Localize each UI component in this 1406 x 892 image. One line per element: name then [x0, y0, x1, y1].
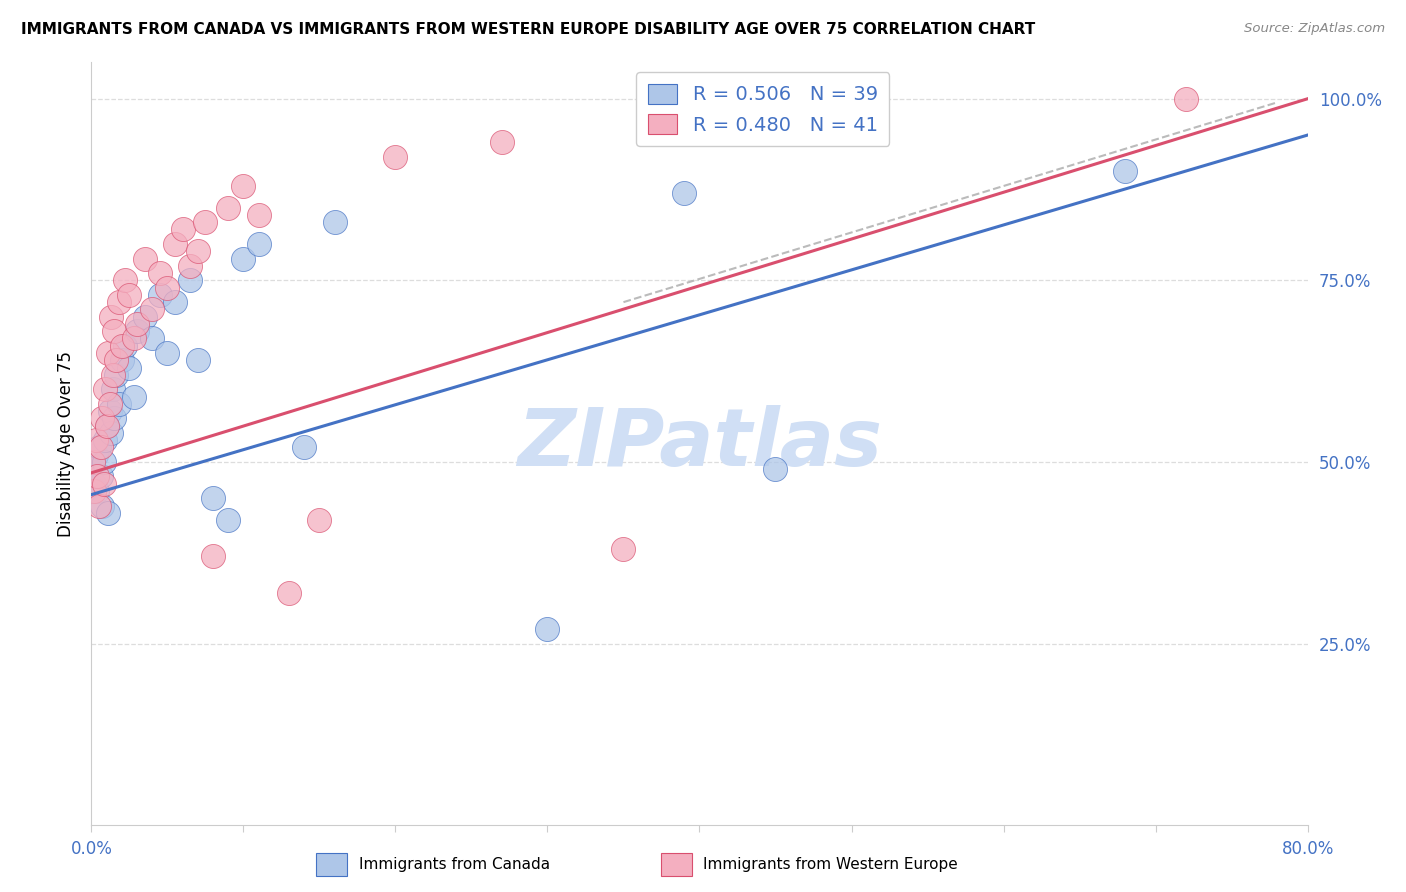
Point — [612, 542, 634, 557]
Point — [141, 302, 163, 317]
Point — [111, 339, 134, 353]
Point — [149, 288, 172, 302]
Point — [232, 252, 254, 266]
Point — [134, 252, 156, 266]
Point — [107, 397, 129, 411]
Point — [104, 368, 127, 382]
Text: IMMIGRANTS FROM CANADA VS IMMIGRANTS FROM WESTERN EUROPE DISABILITY AGE OVER 75 : IMMIGRANTS FROM CANADA VS IMMIGRANTS FRO… — [21, 22, 1035, 37]
Point — [202, 549, 225, 564]
Point — [149, 266, 172, 280]
Point — [94, 382, 117, 396]
Point — [247, 208, 270, 222]
Point — [194, 215, 217, 229]
Point — [111, 353, 134, 368]
Point — [94, 433, 117, 447]
Point — [91, 411, 114, 425]
Point — [141, 331, 163, 345]
Point — [118, 288, 141, 302]
Point — [125, 317, 148, 331]
Text: ZIPatlas: ZIPatlas — [517, 405, 882, 483]
Point — [156, 280, 179, 294]
Point — [104, 353, 127, 368]
Point — [82, 462, 104, 476]
Legend: R = 0.506   N = 39, R = 0.480   N = 41: R = 0.506 N = 39, R = 0.480 N = 41 — [637, 72, 890, 146]
Point — [87, 499, 110, 513]
Point — [103, 411, 125, 425]
Text: Immigrants from Canada: Immigrants from Canada — [359, 857, 550, 871]
Point — [172, 222, 194, 236]
Point — [87, 441, 110, 455]
Point — [98, 397, 121, 411]
Point — [97, 506, 120, 520]
Point — [536, 622, 558, 636]
Point — [122, 331, 145, 345]
Point — [96, 418, 118, 433]
Point — [134, 310, 156, 324]
Point — [125, 324, 148, 338]
Point — [96, 418, 118, 433]
Point — [278, 585, 301, 599]
Point — [247, 237, 270, 252]
Point — [1114, 164, 1136, 178]
Point — [156, 346, 179, 360]
Point — [101, 382, 124, 396]
Point — [179, 273, 201, 287]
Point — [217, 201, 239, 215]
Text: Source: ZipAtlas.com: Source: ZipAtlas.com — [1244, 22, 1385, 36]
Point — [91, 499, 114, 513]
Point — [93, 476, 115, 491]
Point — [84, 448, 107, 462]
Point — [1174, 92, 1197, 106]
Point — [323, 215, 346, 229]
Point — [114, 273, 136, 287]
Point — [107, 295, 129, 310]
Text: Immigrants from Western Europe: Immigrants from Western Europe — [703, 857, 957, 871]
Point — [100, 425, 122, 440]
Point — [101, 368, 124, 382]
Point — [232, 178, 254, 193]
Point — [292, 441, 315, 455]
Point — [202, 491, 225, 506]
Point — [100, 310, 122, 324]
Point — [187, 244, 209, 259]
Point — [93, 455, 115, 469]
Point — [673, 186, 696, 201]
Point — [89, 441, 111, 455]
Point — [103, 324, 125, 338]
Point — [163, 295, 186, 310]
Point — [163, 237, 186, 252]
Point — [491, 136, 513, 150]
Point — [114, 339, 136, 353]
Point — [765, 462, 787, 476]
Point — [89, 469, 111, 483]
Point — [83, 476, 105, 491]
Point — [83, 483, 105, 498]
Point — [97, 346, 120, 360]
Point — [86, 469, 108, 483]
Point — [308, 513, 330, 527]
Point — [217, 513, 239, 527]
Point — [84, 433, 107, 447]
Point — [122, 390, 145, 404]
Point — [187, 353, 209, 368]
Point — [384, 150, 406, 164]
Point — [118, 360, 141, 375]
Point — [82, 455, 104, 469]
Y-axis label: Disability Age Over 75: Disability Age Over 75 — [58, 351, 76, 537]
Point — [179, 259, 201, 273]
Point — [86, 483, 108, 498]
Point — [98, 404, 121, 418]
